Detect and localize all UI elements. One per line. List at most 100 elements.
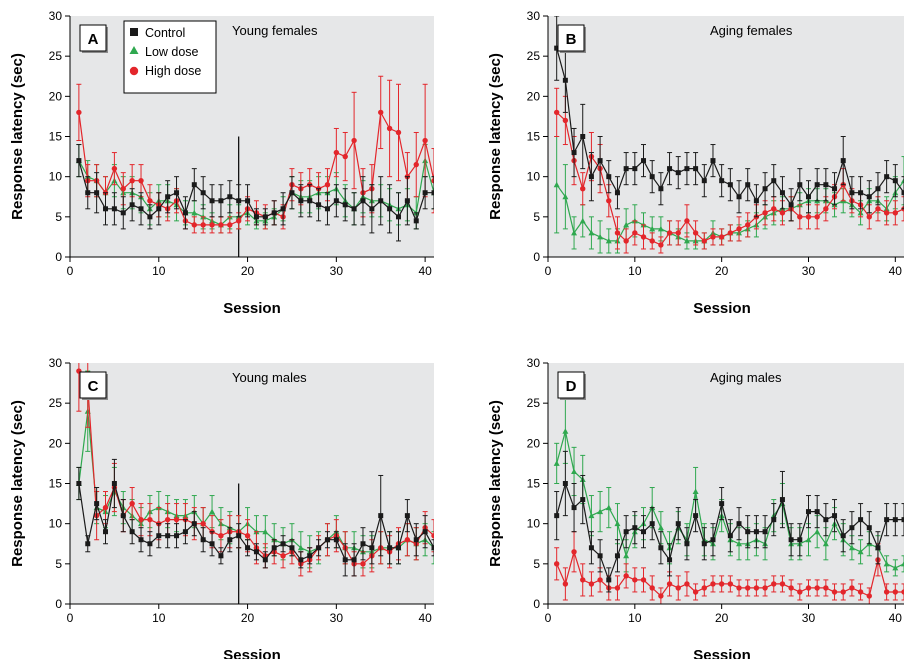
data-point	[753, 529, 759, 535]
data-point	[875, 206, 881, 212]
data-point	[298, 198, 304, 204]
y-tick-label: 15	[49, 477, 63, 491]
data-point	[297, 544, 304, 551]
data-point	[138, 516, 144, 523]
data-point	[200, 520, 206, 527]
data-point	[875, 186, 881, 192]
series-high-dose-d	[553, 531, 904, 604]
data-point	[614, 520, 621, 527]
data-point	[342, 202, 348, 208]
x-tick-label: 40	[418, 264, 432, 278]
data-point	[901, 560, 904, 567]
x-tick-label: 40	[418, 611, 432, 625]
data-point	[840, 533, 846, 539]
data-point	[814, 182, 820, 188]
series-control-b	[554, 16, 904, 222]
legend: Control Low dose High dose	[123, 20, 217, 94]
data-point	[710, 537, 716, 543]
data-point	[174, 190, 180, 196]
data-point	[710, 234, 716, 240]
data-point	[245, 545, 251, 551]
data-point	[745, 529, 751, 535]
y-tick-label: 30	[49, 356, 63, 370]
data-point	[892, 210, 899, 216]
data-point	[554, 513, 560, 519]
data-point	[597, 158, 603, 164]
data-point	[351, 206, 357, 212]
y-tick-label: 25	[527, 49, 541, 63]
data-point	[745, 222, 751, 228]
data-point	[387, 545, 393, 551]
data-point	[632, 166, 638, 172]
data-point	[173, 516, 180, 523]
data-point	[324, 537, 330, 543]
data-point	[632, 577, 638, 583]
data-point	[571, 549, 577, 555]
data-point	[156, 533, 162, 539]
data-point	[597, 508, 604, 515]
x-axis-label-d: Session	[693, 647, 751, 659]
data-point	[858, 190, 864, 196]
data-point	[351, 557, 357, 563]
data-point	[102, 504, 109, 511]
data-point	[649, 225, 656, 232]
data-point	[797, 537, 803, 543]
panel-title-d: Aging males	[710, 370, 782, 385]
y-tick-label: 0	[55, 250, 62, 264]
data-point	[814, 528, 821, 535]
data-point	[307, 553, 313, 559]
data-point	[342, 153, 348, 160]
data-point	[580, 497, 586, 503]
data-point	[289, 545, 295, 551]
data-point	[649, 585, 655, 591]
legend-box	[123, 20, 217, 94]
data-point	[675, 170, 681, 176]
x-tick-label: 10	[628, 264, 642, 278]
data-point	[667, 557, 673, 563]
data-point	[866, 525, 872, 531]
y-tick-label: 5	[533, 557, 540, 571]
data-point	[588, 545, 594, 551]
data-point	[562, 117, 569, 124]
data-point	[779, 190, 785, 196]
data-point	[892, 589, 899, 595]
data-point	[727, 533, 733, 539]
y-tick-label: 0	[55, 597, 62, 611]
data-point	[693, 166, 699, 172]
data-point	[103, 529, 109, 535]
y-tick-label: 30	[527, 356, 541, 370]
data-point	[553, 460, 560, 466]
data-point	[666, 230, 673, 236]
data-point	[623, 166, 629, 172]
data-point	[684, 166, 690, 172]
data-point	[218, 533, 224, 539]
data-point	[280, 541, 286, 547]
x-tick-label: 30	[802, 611, 816, 625]
error-bar	[901, 583, 904, 601]
data-point	[875, 545, 881, 551]
data-point	[200, 222, 206, 228]
legend-marker-low-dose	[129, 46, 139, 54]
data-point	[120, 513, 126, 519]
data-point	[597, 553, 603, 559]
data-point	[658, 593, 664, 599]
data-point	[588, 229, 595, 236]
data-point	[605, 504, 612, 511]
data-point	[623, 238, 629, 244]
data-point	[736, 226, 742, 232]
data-point	[641, 529, 647, 535]
data-point	[94, 501, 100, 507]
x-tick-label: 20	[715, 264, 729, 278]
data-point	[147, 198, 153, 204]
data-point	[710, 581, 716, 587]
data-point	[262, 557, 268, 563]
data-point	[771, 206, 777, 212]
data-point	[165, 194, 171, 200]
data-point	[553, 561, 560, 567]
data-point	[684, 581, 690, 587]
data-point	[245, 198, 251, 204]
data-point	[360, 561, 366, 567]
data-point	[883, 560, 890, 567]
data-point	[218, 222, 224, 228]
data-point	[333, 198, 339, 204]
